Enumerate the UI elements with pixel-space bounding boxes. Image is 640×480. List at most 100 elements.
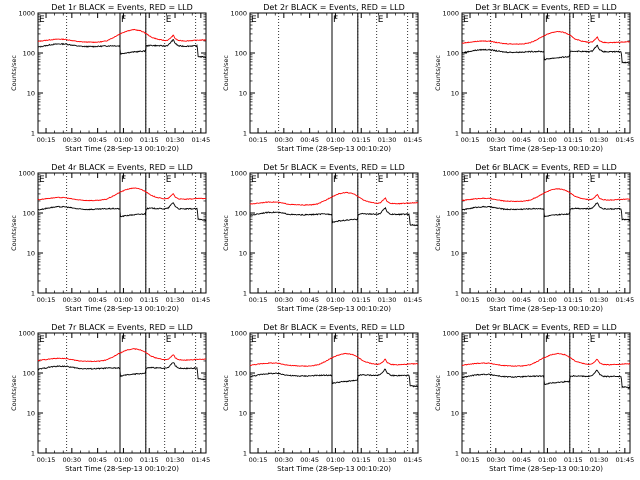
panel-title: Det 5r BLACK = Events, RED = LLD [263, 163, 405, 172]
x-tick-label: 00:45 [300, 136, 319, 144]
lld-series-line [37, 348, 207, 363]
attenuator-flag: F [121, 335, 126, 345]
x-tick-label: 00:45 [300, 456, 319, 464]
attenuator-flag: E [590, 15, 596, 25]
plot-frame [37, 332, 207, 454]
y-tick-label: 1 [31, 450, 35, 458]
x-tick-label: 00:15 [249, 296, 268, 304]
events-series-line [461, 369, 631, 389]
x-tick-label: 00:30 [274, 456, 293, 464]
attenuator-flag: E [463, 335, 469, 345]
events-series-line [461, 44, 630, 64]
y-tick-label: 1000 [442, 170, 459, 178]
x-tick-label: 01:45 [403, 296, 422, 304]
y-tick-label: 100 [235, 370, 247, 378]
attenuator-flag: E [378, 335, 384, 345]
attenuator-flag: F [545, 335, 550, 345]
x-tick-label: 00:30 [486, 456, 505, 464]
y-tick-label: 1 [455, 290, 459, 298]
x-tick-label: 01:45 [191, 136, 210, 144]
plot-frame [249, 332, 419, 454]
events-series-line [461, 202, 631, 221]
x-tick-label: 00:15 [461, 136, 480, 144]
panel-det-4: Det 4r BLACK = Events, RED = LLD E F E 1 10 10… [10, 163, 210, 313]
y-tick-label: 10 [27, 410, 35, 418]
y-tick-label: 10 [451, 250, 459, 258]
attenuator-flag: E [378, 15, 384, 25]
x-tick-label: 00:30 [274, 136, 293, 144]
x-tick-label: 01:15 [352, 296, 371, 304]
y-tick-label: 1 [31, 130, 35, 138]
y-tick-label: 1000 [18, 330, 35, 338]
panel-title: Det 7r BLACK = Events, RED = LLD [51, 323, 193, 332]
x-tick-label: 01:00 [538, 136, 557, 144]
y-tick-label: 10 [239, 250, 247, 258]
x-tick-label: 01:45 [191, 456, 210, 464]
attenuator-flag: E [39, 15, 45, 25]
lld-series-line [249, 191, 419, 206]
panel-title: Det 8r BLACK = Events, RED = LLD [263, 323, 405, 332]
x-tick-label: 00:30 [274, 296, 293, 304]
y-tick-label: 1 [455, 450, 459, 458]
y-axis-label: Counts/sec [10, 215, 18, 251]
x-tick-label: 01:15 [564, 456, 583, 464]
x-axis-label: Start Time (28-Sep-13 00:10:20) [65, 465, 179, 473]
x-tick-label: 00:45 [512, 136, 531, 144]
attenuator-flag: F [333, 15, 338, 25]
x-tick-label: 00:15 [37, 296, 56, 304]
y-tick-label: 10 [239, 90, 247, 98]
panel-det-3: Det 3r BLACK = Events, RED = LLD E F E 1 10 10… [434, 3, 634, 153]
attenuator-flag: F [121, 175, 126, 185]
x-tick-label: 01:00 [326, 136, 345, 144]
plot-frame [249, 12, 419, 134]
x-tick-label: 01:00 [538, 296, 557, 304]
y-tick-label: 1000 [442, 10, 459, 18]
x-tick-label: 01:00 [114, 456, 133, 464]
events-series-line [249, 206, 418, 227]
y-tick-label: 1000 [18, 170, 35, 178]
x-tick-label: 00:45 [88, 456, 107, 464]
y-tick-label: 10 [239, 410, 247, 418]
y-tick-label: 100 [235, 210, 247, 218]
y-tick-label: 1 [243, 290, 247, 298]
events-series-line [249, 368, 419, 388]
lld-series-line [461, 31, 631, 45]
y-tick-label: 1000 [18, 10, 35, 18]
plot-frame [461, 332, 631, 454]
panel-det-8: Det 8r BLACK = Events, RED = LLD E F E 1 10 10… [222, 323, 422, 473]
x-tick-label: 01:00 [326, 456, 345, 464]
attenuator-flag: E [39, 335, 45, 345]
attenuator-flag: F [121, 15, 126, 25]
panel-det-6: Det 6r BLACK = Events, RED = LLD E F E 1 10 10… [434, 163, 634, 313]
y-axis-label: Counts/sec [10, 55, 18, 91]
y-tick-label: 1000 [230, 10, 247, 18]
x-tick-label: 01:15 [140, 456, 159, 464]
y-tick-label: 10 [27, 90, 35, 98]
x-tick-label: 01:00 [326, 296, 345, 304]
y-axis-label: Counts/sec [434, 55, 442, 91]
x-tick-label: 00:30 [62, 296, 81, 304]
events-series-line [37, 202, 207, 222]
y-tick-label: 100 [23, 370, 35, 378]
panel-title: Det 6r BLACK = Events, RED = LLD [475, 163, 617, 172]
x-tick-label: 01:00 [538, 456, 557, 464]
y-tick-label: 1 [31, 290, 35, 298]
x-tick-label: 01:30 [166, 456, 185, 464]
lld-series-line [461, 188, 631, 203]
x-tick-label: 00:15 [249, 136, 268, 144]
x-tick-label: 00:15 [461, 456, 480, 464]
x-tick-label: 01:30 [166, 136, 185, 144]
panel-det-5: Det 5r BLACK = Events, RED = LLD E F E 1 10 10… [222, 163, 422, 313]
x-axis-label: Start Time (28-Sep-13 00:10:20) [65, 305, 179, 313]
lld-series-line [37, 187, 207, 202]
x-tick-label: 01:30 [378, 456, 397, 464]
y-tick-label: 1 [243, 130, 247, 138]
attenuator-flag: F [333, 335, 338, 345]
events-series-line [37, 362, 206, 381]
panel-title: Det 2r BLACK = Events, RED = LLD [263, 3, 405, 12]
attenuator-flag: F [545, 15, 550, 25]
y-axis-label: Counts/sec [222, 215, 230, 251]
attenuator-flag: E [251, 175, 257, 185]
x-tick-label: 01:45 [615, 456, 634, 464]
